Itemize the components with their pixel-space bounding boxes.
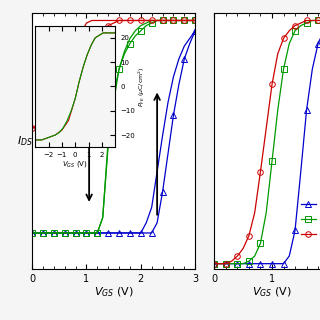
1 bbox=[305, 21, 308, 25]
1 bbox=[316, 42, 320, 45]
1 bbox=[230, 259, 234, 263]
1 bbox=[282, 262, 285, 266]
Line: 1: 1 bbox=[212, 23, 320, 267]
1 bbox=[293, 228, 297, 232]
1 bbox=[299, 24, 303, 28]
X-axis label: $V_{GS}$ (V): $V_{GS}$ (V) bbox=[252, 285, 292, 299]
1 bbox=[270, 159, 274, 163]
1 bbox=[310, 19, 314, 22]
1 bbox=[218, 262, 222, 266]
1 bbox=[270, 83, 274, 86]
1 bbox=[224, 262, 228, 266]
1 bbox=[236, 254, 239, 258]
Y-axis label: $I_{DS}$: $I_{DS}$ bbox=[18, 134, 34, 148]
1 bbox=[247, 234, 251, 237]
1 bbox=[264, 211, 268, 214]
1 bbox=[276, 108, 280, 112]
1 bbox=[253, 262, 257, 266]
1 bbox=[287, 42, 291, 45]
1 bbox=[259, 262, 262, 266]
1 bbox=[212, 262, 216, 266]
1 bbox=[212, 262, 216, 266]
1 bbox=[264, 262, 268, 266]
1 bbox=[253, 254, 257, 258]
Legend: 1, 1, 1: 1, 1, 1 bbox=[301, 200, 320, 239]
1 bbox=[230, 262, 234, 266]
Line: 1: 1 bbox=[212, 18, 320, 267]
1 bbox=[241, 262, 245, 266]
1 bbox=[224, 262, 228, 266]
1 bbox=[299, 170, 303, 173]
1 bbox=[247, 262, 251, 266]
1 bbox=[241, 262, 245, 266]
1 bbox=[259, 170, 262, 173]
1 bbox=[310, 19, 314, 22]
1 bbox=[218, 262, 222, 266]
1 bbox=[276, 52, 280, 56]
1 bbox=[212, 262, 216, 266]
1 bbox=[218, 262, 222, 266]
1 bbox=[270, 262, 274, 266]
1 bbox=[241, 246, 245, 250]
1 bbox=[310, 67, 314, 71]
1 bbox=[316, 19, 320, 22]
1 bbox=[282, 67, 285, 71]
1 bbox=[287, 254, 291, 258]
1 bbox=[253, 211, 257, 214]
X-axis label: $V_{GS}$ (V): $V_{GS}$ (V) bbox=[62, 159, 88, 170]
1 bbox=[282, 36, 285, 40]
1 bbox=[305, 19, 308, 22]
1 bbox=[264, 126, 268, 130]
1 bbox=[299, 21, 303, 25]
1 bbox=[230, 262, 234, 266]
1 bbox=[236, 262, 239, 266]
1 bbox=[259, 241, 262, 245]
1 bbox=[276, 262, 280, 266]
1 bbox=[293, 29, 297, 33]
1 bbox=[247, 259, 251, 263]
X-axis label: $V_{GS}$ (V): $V_{GS}$ (V) bbox=[94, 285, 133, 299]
Line: 1: 1 bbox=[212, 18, 320, 267]
1 bbox=[305, 108, 308, 112]
1 bbox=[316, 19, 320, 22]
Y-axis label: $P_{FE}$ ($\mu$C/cm$^2$): $P_{FE}$ ($\mu$C/cm$^2$) bbox=[136, 66, 147, 107]
1 bbox=[224, 262, 228, 266]
1 bbox=[236, 262, 239, 266]
1 bbox=[287, 29, 291, 33]
1 bbox=[293, 24, 297, 28]
